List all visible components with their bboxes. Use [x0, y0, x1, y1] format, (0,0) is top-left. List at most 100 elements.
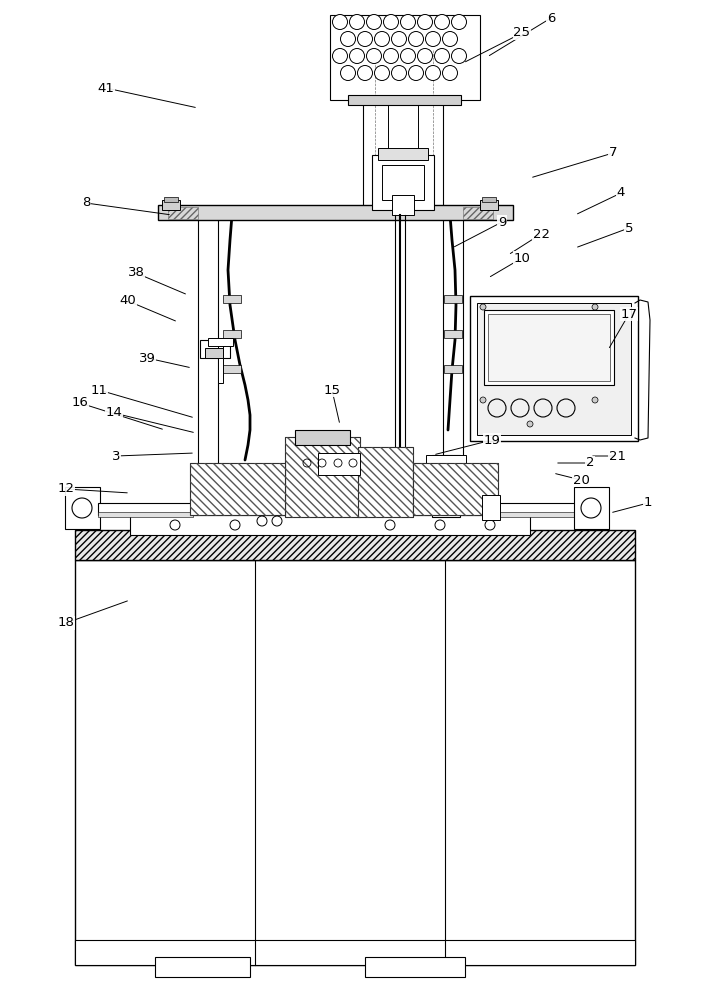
Bar [382, 165, 424, 200]
Text: 9: 9 [498, 216, 506, 229]
Circle shape [417, 14, 432, 29]
Bar [200, 340, 230, 358]
Text: 3: 3 [112, 450, 121, 462]
Bar [155, 957, 250, 977]
Circle shape [367, 14, 381, 29]
Bar [378, 148, 428, 160]
Text: 10: 10 [513, 251, 530, 264]
Bar [470, 296, 638, 441]
Text: 20: 20 [572, 474, 589, 487]
Text: 21: 21 [608, 450, 625, 462]
Bar [223, 295, 241, 303]
Bar [426, 455, 466, 470]
Text: 18: 18 [58, 616, 75, 630]
Text: 25: 25 [513, 26, 530, 39]
Text: 7: 7 [608, 146, 618, 159]
Circle shape [434, 14, 450, 29]
Text: 14: 14 [106, 406, 123, 420]
Circle shape [451, 48, 467, 64]
Bar [392, 195, 414, 215]
Bar [285, 437, 360, 517]
Bar [365, 957, 465, 977]
Text: 17: 17 [620, 308, 637, 320]
Circle shape [374, 31, 389, 46]
Circle shape [408, 31, 424, 46]
Circle shape [357, 66, 372, 81]
Bar [348, 95, 461, 105]
Bar [482, 197, 496, 202]
Circle shape [426, 31, 441, 46]
Bar [413, 463, 498, 515]
Bar [75, 940, 635, 965]
Circle shape [400, 48, 415, 64]
Circle shape [480, 304, 486, 310]
Bar [190, 463, 285, 515]
Bar [477, 303, 631, 435]
Circle shape [417, 48, 432, 64]
Text: 8: 8 [82, 196, 90, 210]
Circle shape [426, 66, 441, 81]
Circle shape [408, 66, 424, 81]
Circle shape [341, 66, 355, 81]
Bar [388, 100, 418, 160]
Bar [218, 338, 223, 383]
Circle shape [434, 48, 450, 64]
Bar [318, 453, 360, 475]
Bar [198, 215, 218, 530]
Bar [463, 207, 493, 219]
Circle shape [480, 397, 486, 403]
Bar [98, 512, 193, 517]
Circle shape [400, 14, 415, 29]
Bar [75, 530, 635, 560]
Circle shape [333, 14, 348, 29]
Text: 15: 15 [324, 383, 341, 396]
Bar [75, 560, 635, 965]
Bar [444, 330, 462, 338]
Text: 6: 6 [547, 11, 556, 24]
Circle shape [384, 14, 398, 29]
Bar [363, 50, 443, 208]
Text: 5: 5 [625, 222, 633, 234]
Bar [444, 365, 462, 373]
Bar [482, 495, 500, 520]
Bar [358, 447, 413, 517]
Text: 11: 11 [90, 383, 107, 396]
Circle shape [333, 48, 348, 64]
Text: 12: 12 [58, 483, 75, 495]
Bar [496, 512, 576, 517]
Bar [158, 205, 513, 220]
Text: 22: 22 [532, 228, 549, 240]
Bar [484, 310, 614, 385]
Bar [208, 338, 233, 346]
Text: 38: 38 [128, 266, 145, 279]
Bar [413, 463, 498, 515]
Circle shape [443, 31, 458, 46]
Bar [574, 487, 609, 529]
Text: 2: 2 [586, 456, 594, 470]
Circle shape [391, 31, 407, 46]
Text: 19: 19 [484, 434, 501, 446]
Circle shape [443, 66, 458, 81]
Bar [480, 200, 498, 210]
Bar [496, 503, 576, 515]
Bar [330, 15, 480, 100]
Text: 1: 1 [644, 496, 652, 510]
Circle shape [384, 48, 398, 64]
Bar [205, 348, 223, 358]
Circle shape [341, 31, 355, 46]
Bar [168, 207, 198, 219]
Text: 4: 4 [617, 186, 625, 200]
Bar [488, 314, 610, 381]
Bar [443, 215, 463, 530]
Bar [130, 515, 530, 535]
Bar [358, 447, 413, 517]
Circle shape [350, 48, 364, 64]
Bar [98, 503, 193, 515]
Bar [444, 295, 462, 303]
Bar [164, 197, 178, 202]
Circle shape [350, 14, 364, 29]
Bar [432, 455, 460, 517]
Circle shape [592, 304, 598, 310]
Bar [372, 155, 434, 210]
Circle shape [374, 66, 389, 81]
